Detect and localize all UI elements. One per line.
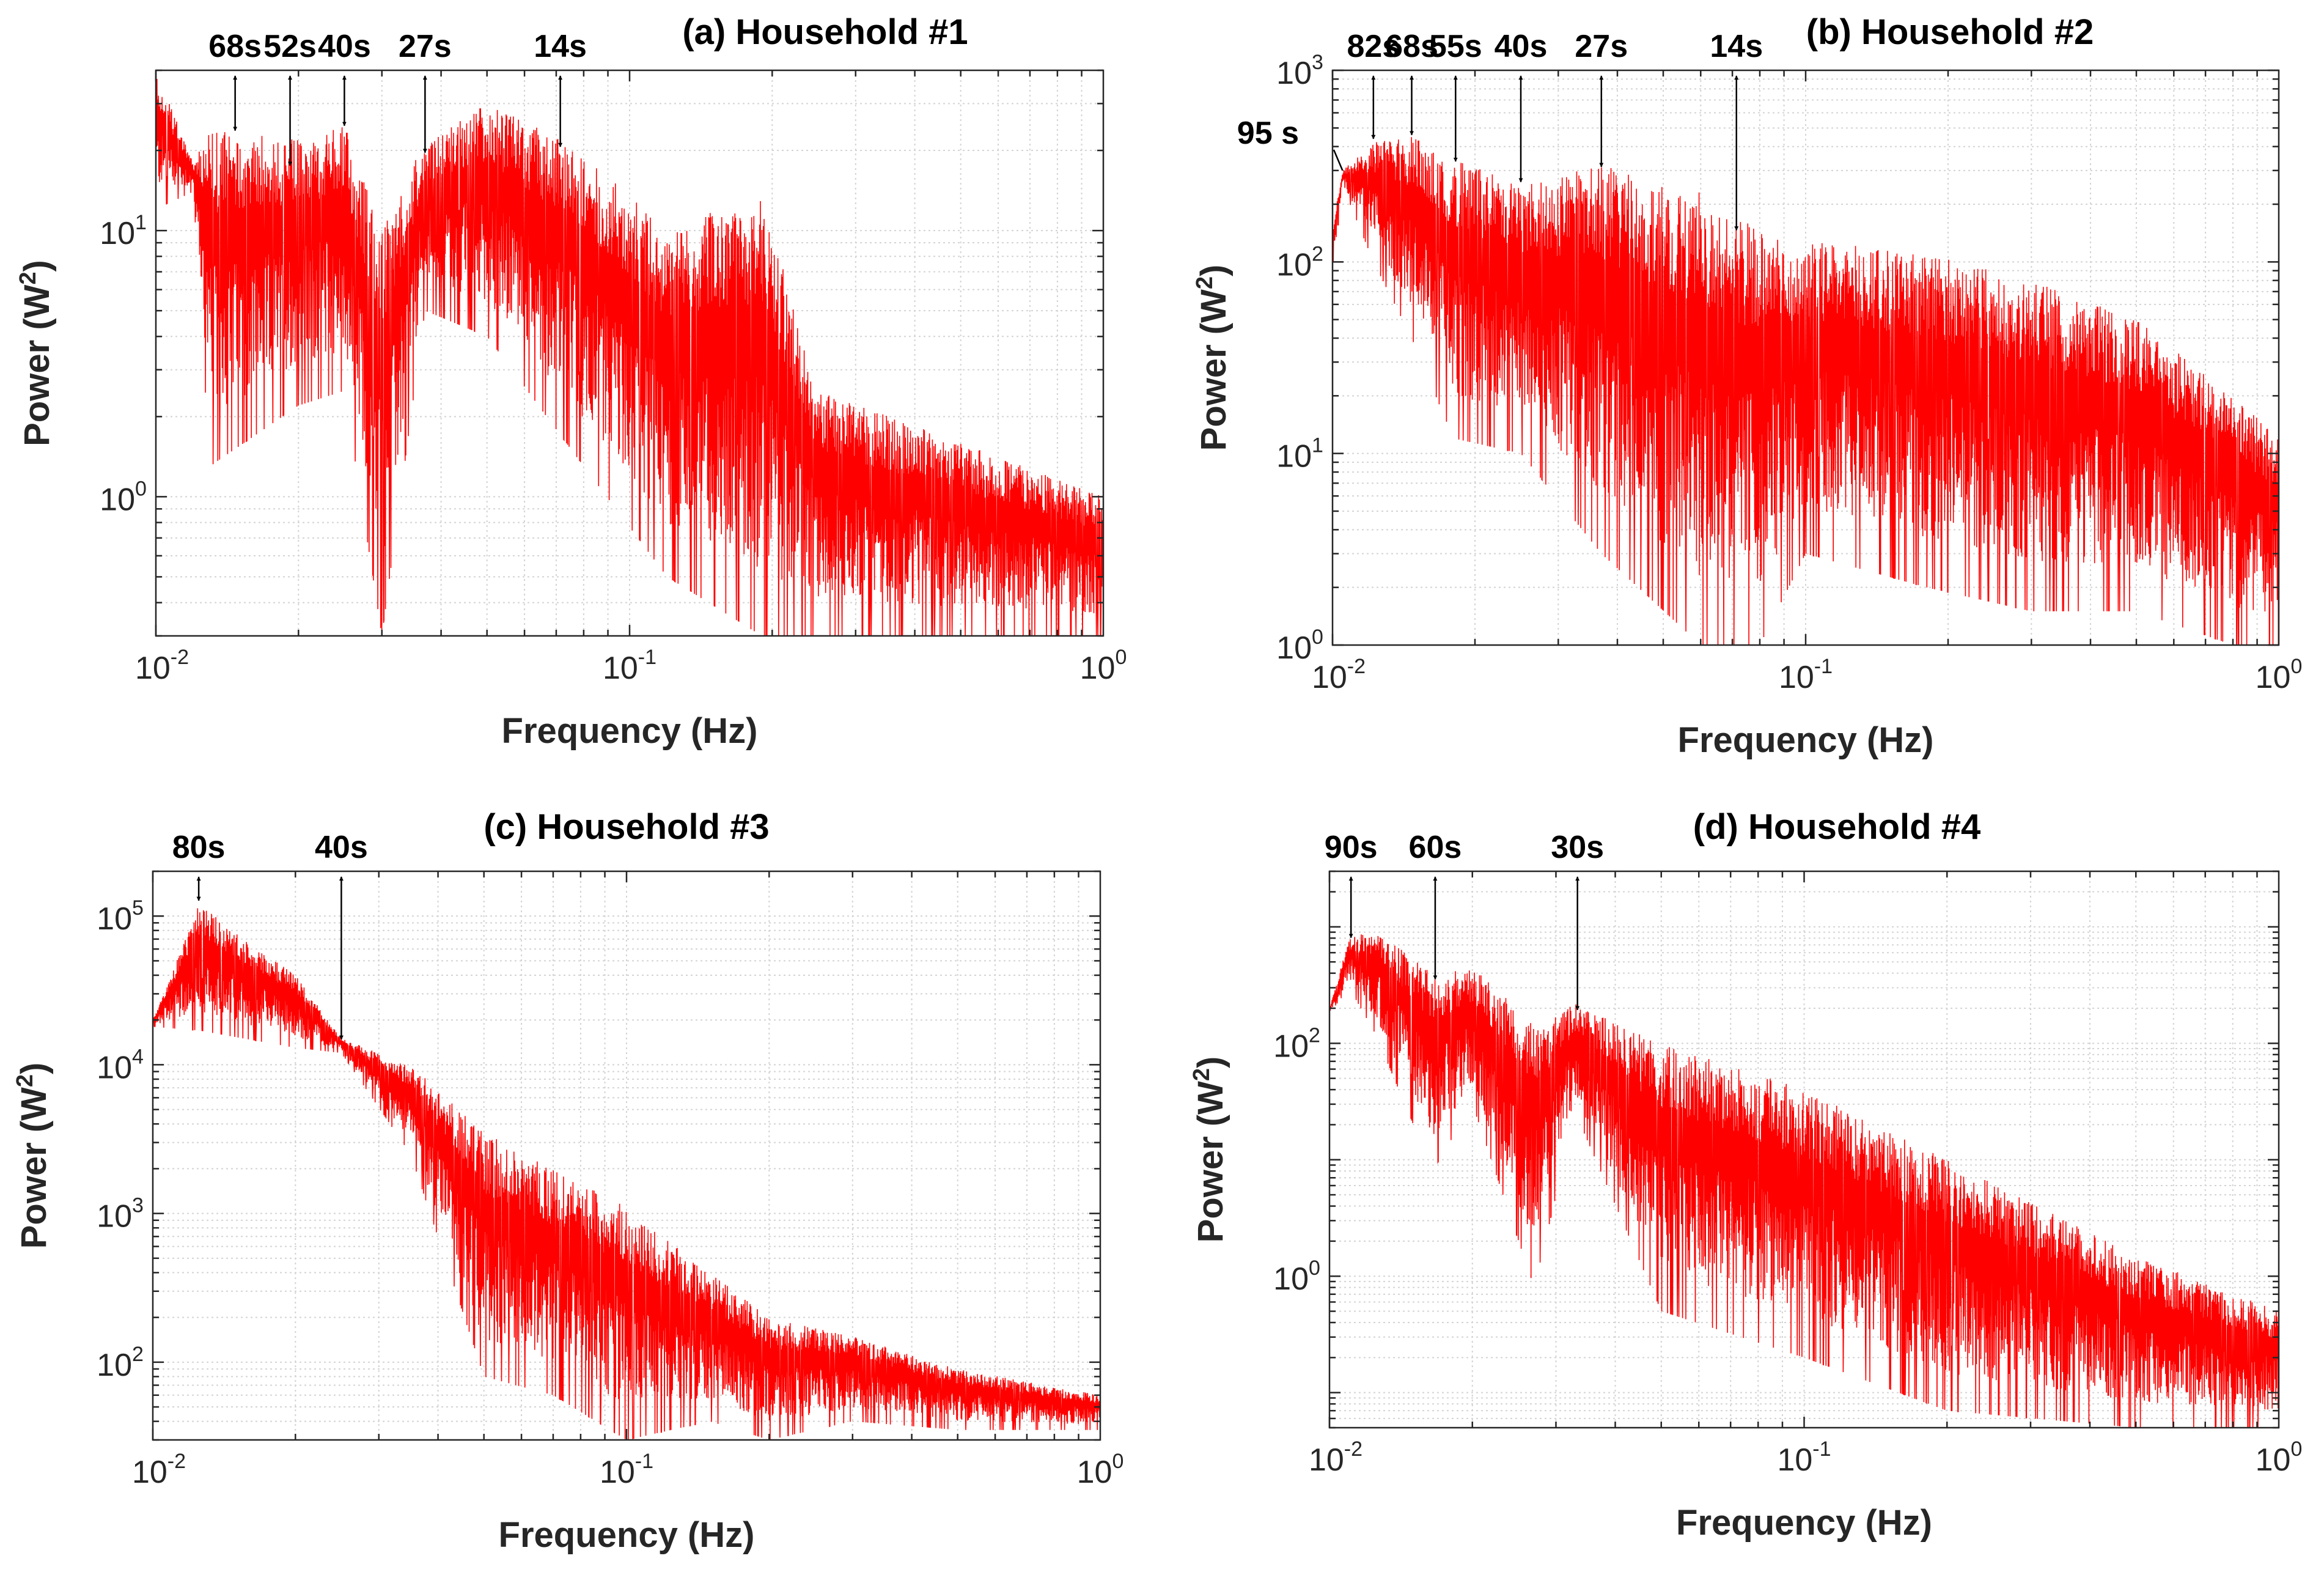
y-tick-exponent: 3: [132, 1194, 144, 1217]
y-tick-exponent: 4: [132, 1045, 144, 1068]
y-tick-label: 10: [97, 901, 132, 937]
grid: [153, 871, 1100, 1440]
annotation-label: 14s: [534, 29, 587, 64]
annotation-label: 40s: [1495, 29, 1548, 64]
annotations: 68s 52s 40s 27s 14s: [208, 29, 587, 166]
y-tick-exponent: 5: [132, 896, 144, 920]
y-tick-exponent: 0: [1312, 625, 1323, 649]
y-axis-label: Power (W2): [15, 260, 57, 446]
x-tick-label: 10-2: [135, 646, 189, 686]
x-tick-label: 10-1: [1777, 1437, 1831, 1478]
y-axis-label: Power (W2): [1189, 1057, 1230, 1243]
annotation-label: 27s: [1575, 29, 1628, 64]
annotations: 80s 40s: [172, 830, 368, 1040]
panel-title: (a) Household #1: [682, 12, 968, 52]
y-axis-label: Power (W2): [1192, 265, 1234, 451]
annotation-label: 60s: [1409, 830, 1462, 865]
ticks: [1328, 870, 2279, 1429]
x-tick-label: 10-2: [1312, 655, 1366, 695]
y-tick-exponent: 2: [132, 1343, 144, 1366]
annotation-arrow: [1333, 149, 1344, 171]
annotation-label: 52s: [263, 29, 317, 64]
annotation-label: 82s: [1347, 29, 1400, 64]
y-tick-label: 10: [97, 1050, 132, 1085]
x-axis-label: Frequency (Hz): [502, 711, 758, 751]
y-tick-exponent: 3: [1312, 51, 1323, 74]
panel-title: (c) Household #3: [484, 807, 769, 847]
y-tick-label: 10: [1276, 247, 1312, 282]
y-tick-label: 10: [97, 1199, 132, 1234]
y-tick-label: 10: [1273, 1261, 1309, 1297]
annotation-label: 40s: [318, 29, 371, 64]
x-tick-label: 100: [2256, 1437, 2303, 1478]
x-tick-label: 10-1: [603, 646, 656, 686]
annotation-label: 95 s: [1237, 116, 1299, 151]
power-spectrum-line: [1333, 137, 2279, 645]
x-tick-label: 100: [1077, 1450, 1124, 1490]
x-tick-label: 10-2: [132, 1450, 186, 1490]
y-tick-exponent: 2: [1312, 242, 1323, 265]
y-tick-label: 10: [1276, 56, 1312, 91]
annotation-label: 14s: [1710, 29, 1763, 64]
ticks: [155, 69, 1103, 637]
panel-title: (d) Household #4: [1693, 807, 1980, 847]
annotation-label: 68s: [1385, 29, 1438, 64]
x-tick-label: 100: [1080, 646, 1127, 686]
ticks: [152, 870, 1100, 1441]
y-tick-label: 10: [1273, 1028, 1309, 1064]
x-tick-label: 10-1: [1779, 655, 1833, 695]
y-tick-exponent: 1: [135, 211, 147, 234]
y-tick-exponent: 2: [1309, 1024, 1320, 1047]
x-tick-label: 10-2: [1309, 1437, 1362, 1478]
annotation-label: 30s: [1551, 830, 1604, 865]
power-spectrum-line: [153, 908, 1100, 1440]
y-tick-exponent: 0: [1309, 1256, 1320, 1280]
x-axis-label: Frequency (Hz): [1676, 1503, 1932, 1543]
annotation-label: 80s: [172, 830, 226, 865]
panel-title: (b) Household #2: [1806, 12, 2094, 52]
power-spectrum-line: [156, 78, 1103, 636]
x-tick-label: 100: [2256, 655, 2303, 695]
y-tick-label: 10: [1276, 630, 1312, 666]
y-axis-label: Power (W2): [12, 1063, 54, 1249]
annotations: 90s 60s 30s: [1325, 830, 1604, 1011]
annotation-label: 27s: [399, 29, 452, 64]
y-tick-label: 10: [100, 482, 135, 517]
annotation-label: 68s: [208, 29, 262, 64]
x-axis-label: Frequency (Hz): [1678, 720, 1934, 760]
y-tick-label: 10: [100, 216, 135, 251]
annotation-label: 40s: [315, 830, 368, 865]
annotation-label: 90s: [1325, 830, 1378, 865]
y-tick-exponent: 1: [1312, 434, 1323, 457]
ticks: [1331, 69, 2279, 646]
annotation-label: 55s: [1429, 29, 1482, 64]
power-spectrum-line: [1329, 934, 2279, 1428]
y-tick-label: 10: [97, 1348, 132, 1383]
y-tick-label: 10: [1276, 439, 1312, 474]
y-tick-exponent: 0: [135, 477, 147, 500]
x-axis-label: Frequency (Hz): [499, 1515, 755, 1555]
x-tick-label: 10-1: [600, 1450, 653, 1490]
